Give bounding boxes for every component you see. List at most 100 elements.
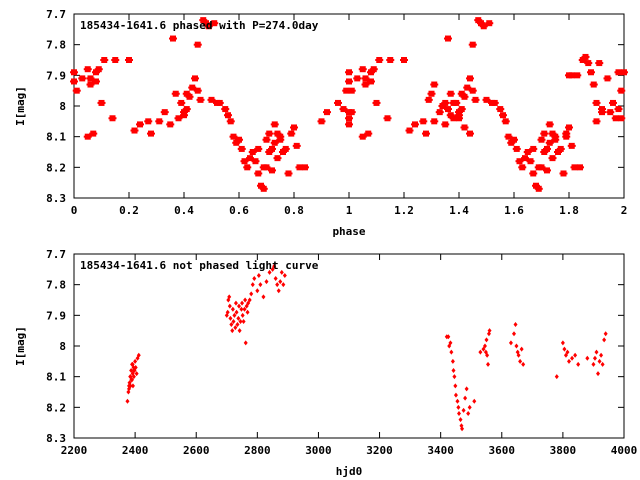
data-point — [237, 328, 242, 334]
data-point-arm — [455, 111, 463, 114]
data-point — [466, 410, 471, 416]
data-point-arm — [364, 132, 373, 135]
y-tick-label: 8.3 — [46, 192, 66, 205]
data-point-arm — [251, 160, 260, 163]
data-point-arm — [537, 166, 546, 169]
data-point — [518, 358, 523, 364]
x-tick-label: 1 — [346, 204, 353, 217]
data-point — [234, 309, 239, 315]
data-point-arm — [545, 123, 554, 126]
data-point-arm — [606, 111, 615, 114]
data-point-arm — [411, 123, 419, 126]
data-point — [230, 328, 235, 334]
data-point-arm — [169, 37, 177, 40]
data-point-arm — [177, 101, 186, 104]
data-point — [131, 374, 136, 380]
data-point-arm — [94, 68, 103, 71]
data-point-arm — [270, 123, 279, 126]
data-point-arm — [548, 157, 557, 160]
data-point-arm — [523, 151, 532, 153]
data-point — [458, 417, 463, 423]
data-point-arm — [301, 166, 309, 169]
data-point-arm — [595, 62, 604, 65]
data-point-arm — [182, 108, 191, 111]
data-point-arm — [567, 144, 576, 147]
data-point — [456, 404, 461, 410]
data-point — [130, 377, 135, 383]
x-tick-label: 3200 — [366, 444, 393, 457]
data-point-arm — [317, 120, 326, 123]
data-point-arm — [155, 120, 164, 123]
data-point — [450, 358, 455, 364]
data-point-arm — [367, 80, 375, 83]
data-point-arm — [424, 98, 433, 101]
x-tick-label: 0.8 — [284, 204, 304, 217]
y-tick-label: 8.2 — [46, 161, 66, 174]
x-tick-label: 2200 — [61, 444, 88, 457]
data-point — [463, 395, 468, 401]
data-point-arm — [501, 120, 510, 123]
data-point-arm — [254, 147, 263, 150]
x-tick-label: 1.2 — [394, 204, 414, 217]
data-point-arm — [265, 132, 274, 135]
data-point-arm — [386, 59, 395, 61]
data-point-arm — [444, 37, 452, 40]
data-point-arm — [466, 77, 474, 80]
data-point — [240, 300, 245, 306]
data-point-arm — [262, 166, 271, 169]
data-point-arm — [347, 111, 356, 114]
data-point-arm — [455, 117, 463, 120]
data-point-arm — [540, 132, 549, 135]
data-point-arm — [246, 157, 254, 160]
data-point-arm — [254, 172, 263, 175]
data-point-arm — [207, 98, 216, 101]
y-tick-label: 7.9 — [46, 309, 66, 322]
data-point-arm — [430, 120, 439, 123]
data-point — [275, 282, 280, 288]
data-point-arm — [369, 68, 378, 71]
data-point-arm — [108, 117, 117, 120]
data-point-arm — [265, 151, 274, 153]
data-point — [125, 398, 130, 404]
data-point — [562, 346, 567, 352]
data-point-arm — [86, 77, 95, 80]
data-point-arm — [196, 98, 205, 101]
data-point-arm — [430, 83, 439, 86]
data-point — [237, 303, 241, 309]
data-point-arm — [592, 101, 601, 104]
data-point-arm — [257, 184, 265, 187]
data-point-arm — [510, 138, 518, 141]
data-point — [235, 322, 240, 328]
data-point-arm — [224, 114, 232, 117]
data-point — [592, 355, 597, 361]
data-point-arm — [342, 89, 351, 92]
data-point — [448, 340, 453, 346]
data-point-arm — [611, 117, 620, 120]
data-point — [603, 331, 608, 337]
data-point — [238, 318, 243, 324]
data-point — [484, 337, 489, 343]
data-point — [136, 352, 141, 358]
data-point-arm — [466, 132, 474, 135]
data-point-arm — [89, 132, 98, 135]
x-tick-label: 3400 — [427, 444, 454, 457]
data-point-arm — [540, 151, 549, 153]
data-point-arm — [526, 160, 535, 163]
data-point-arm — [229, 135, 238, 138]
data-point-arm — [375, 59, 384, 61]
chart-title: 185434-1641.6 not phased light curve — [80, 259, 319, 272]
data-point-arm — [193, 89, 202, 92]
y-tick-label: 8.3 — [46, 432, 66, 445]
data-point-arm — [449, 101, 458, 104]
data-point-arm — [240, 160, 249, 163]
plot-frame — [73, 13, 625, 199]
data-point-arm — [92, 71, 100, 74]
data-point — [599, 352, 604, 358]
data-point — [258, 282, 263, 288]
data-point — [453, 383, 458, 389]
data-point — [133, 358, 138, 364]
y-axis-label: I[mag] — [14, 86, 27, 126]
data-point — [230, 306, 235, 312]
x-tick-label: 2 — [621, 204, 628, 217]
